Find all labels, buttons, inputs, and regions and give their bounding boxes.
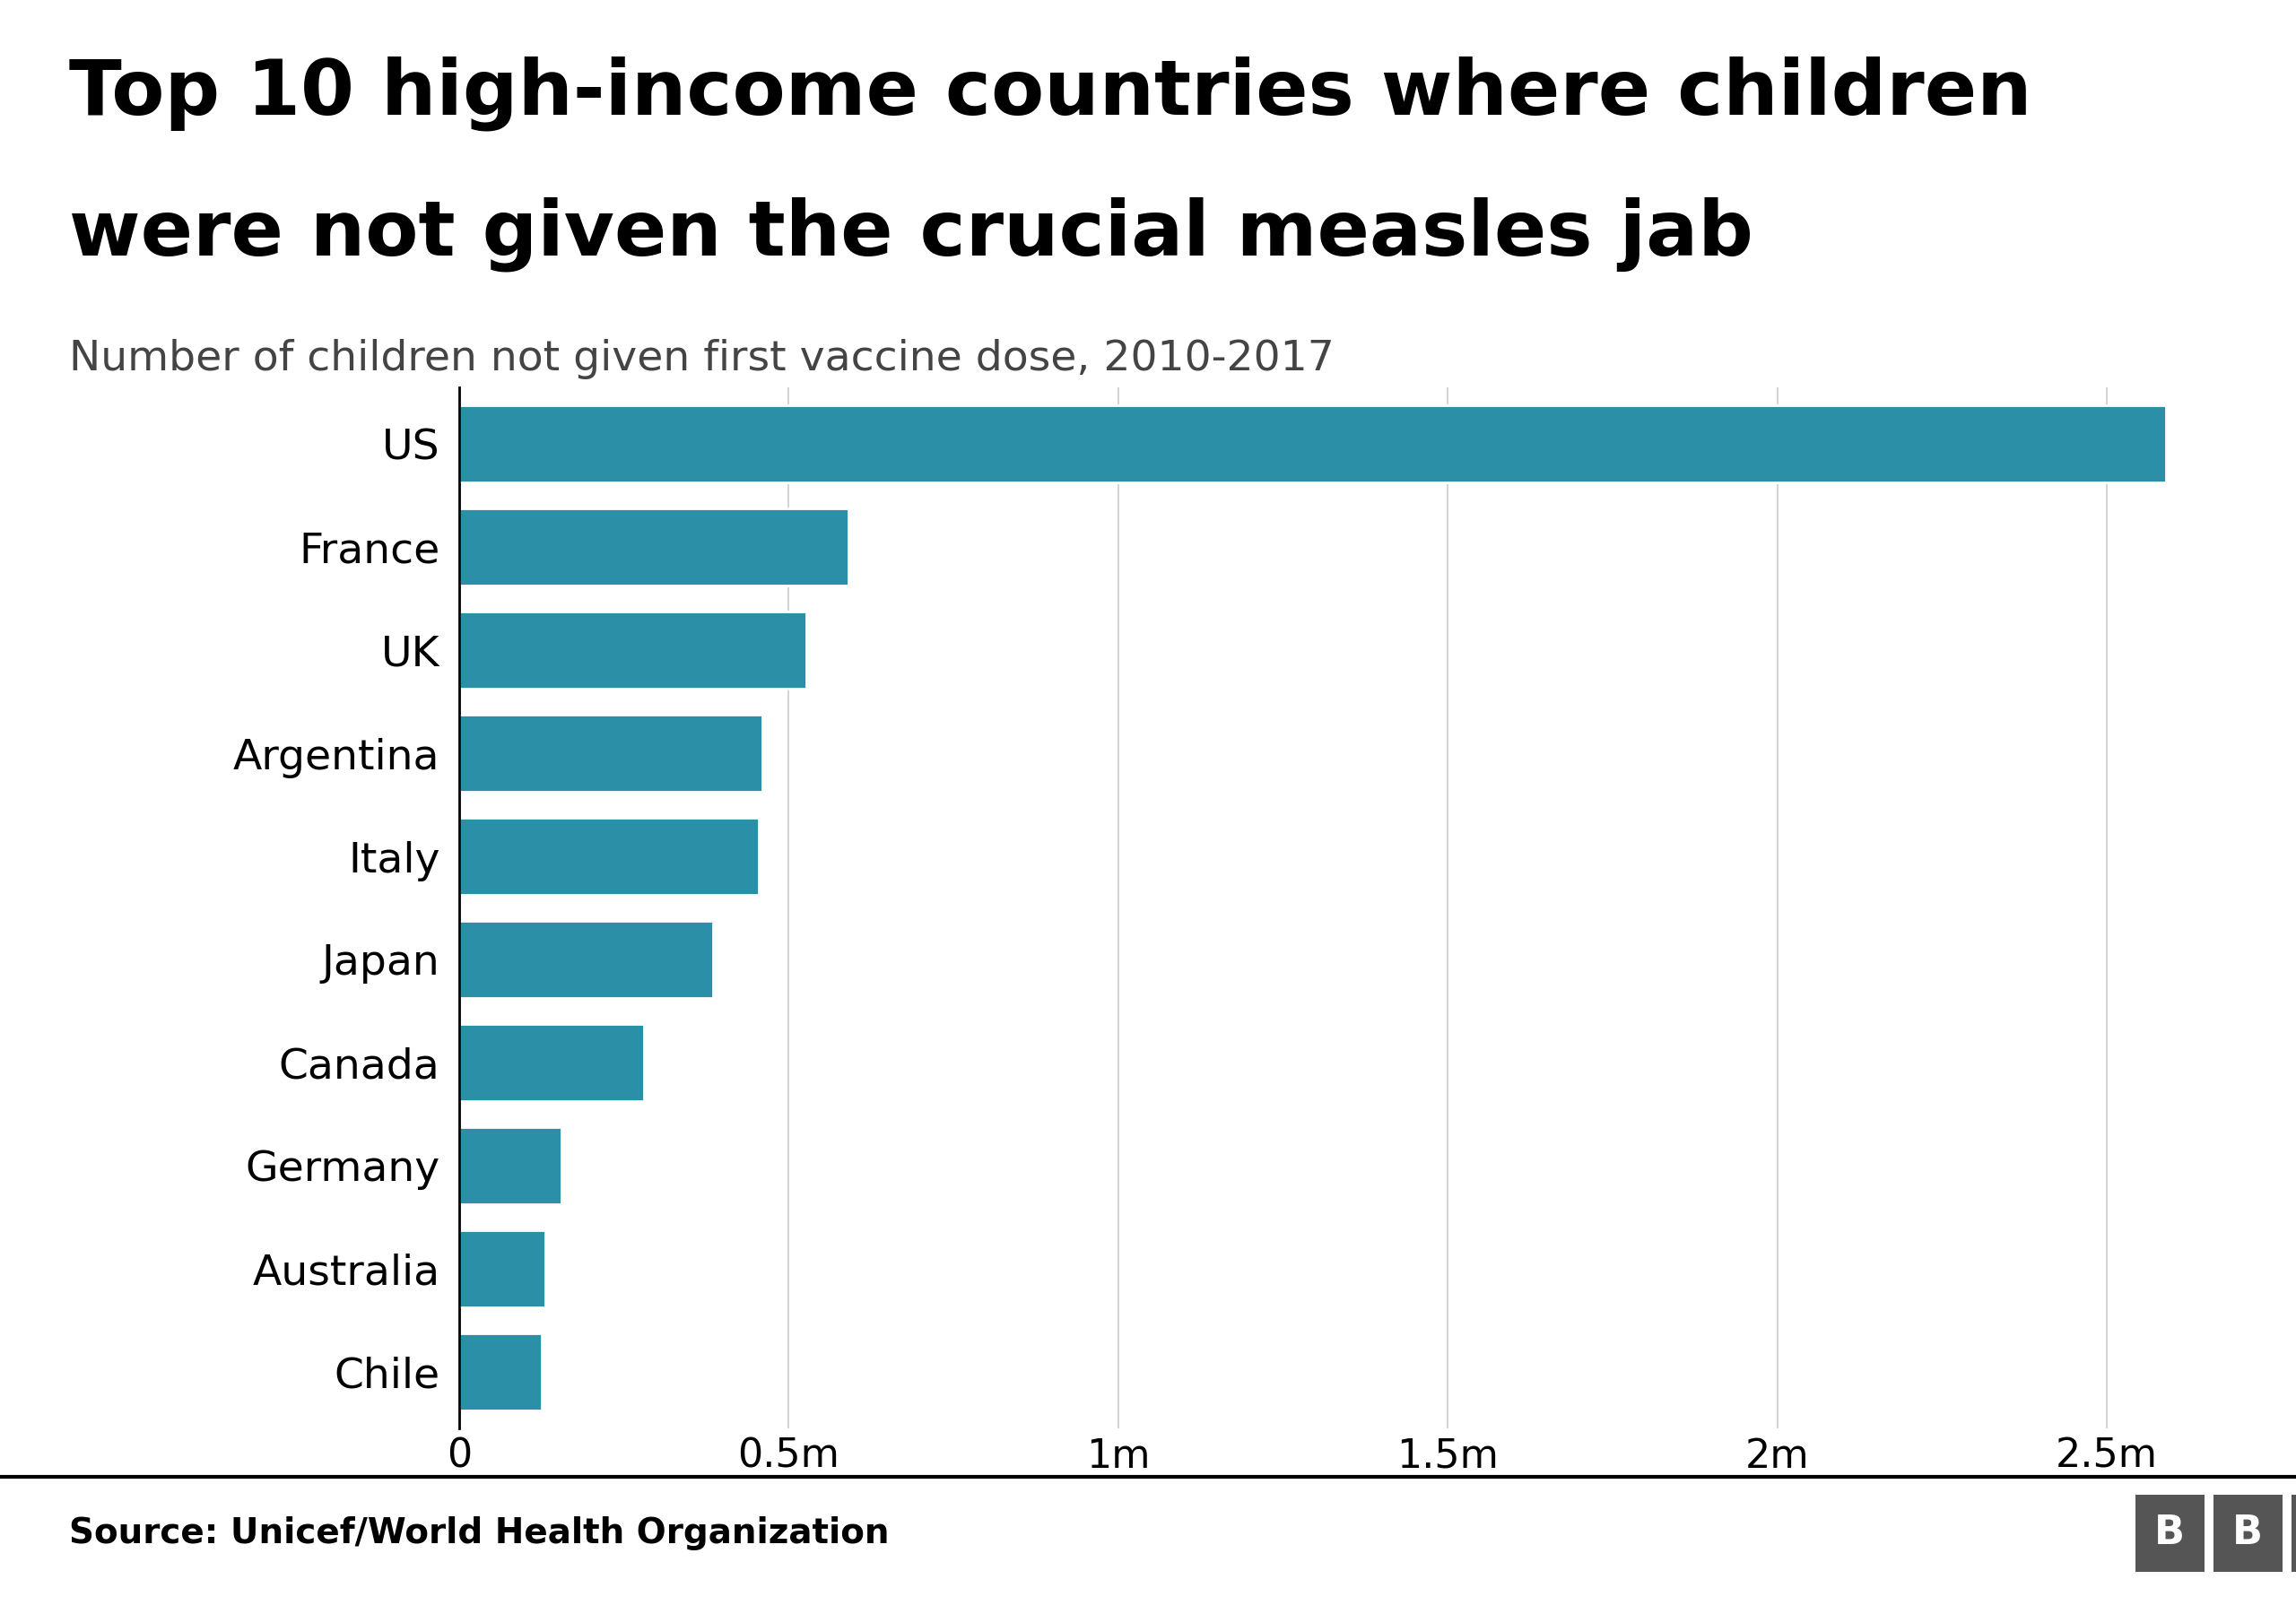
- Bar: [459, 1333, 542, 1411]
- Text: Source: Unicef/World Health Organization: Source: Unicef/World Health Organization: [69, 1516, 889, 1551]
- Bar: [459, 508, 847, 586]
- Bar: [459, 818, 760, 896]
- Bar: [459, 612, 806, 689]
- Bar: [459, 1023, 643, 1101]
- Bar: [459, 405, 2165, 483]
- Text: Number of children not given first vaccine dose, 2010-2017: Number of children not given first vacci…: [69, 339, 1334, 379]
- Bar: [459, 1230, 544, 1307]
- Bar: [459, 715, 762, 792]
- Bar: [459, 1127, 560, 1204]
- Text: B: B: [2154, 1514, 2186, 1553]
- Text: Top 10 high-income countries where children: Top 10 high-income countries where child…: [69, 56, 2032, 131]
- Bar: [459, 920, 714, 997]
- Text: were not given the crucial measles jab: were not given the crucial measles jab: [69, 197, 1754, 271]
- Text: B: B: [2232, 1514, 2264, 1553]
